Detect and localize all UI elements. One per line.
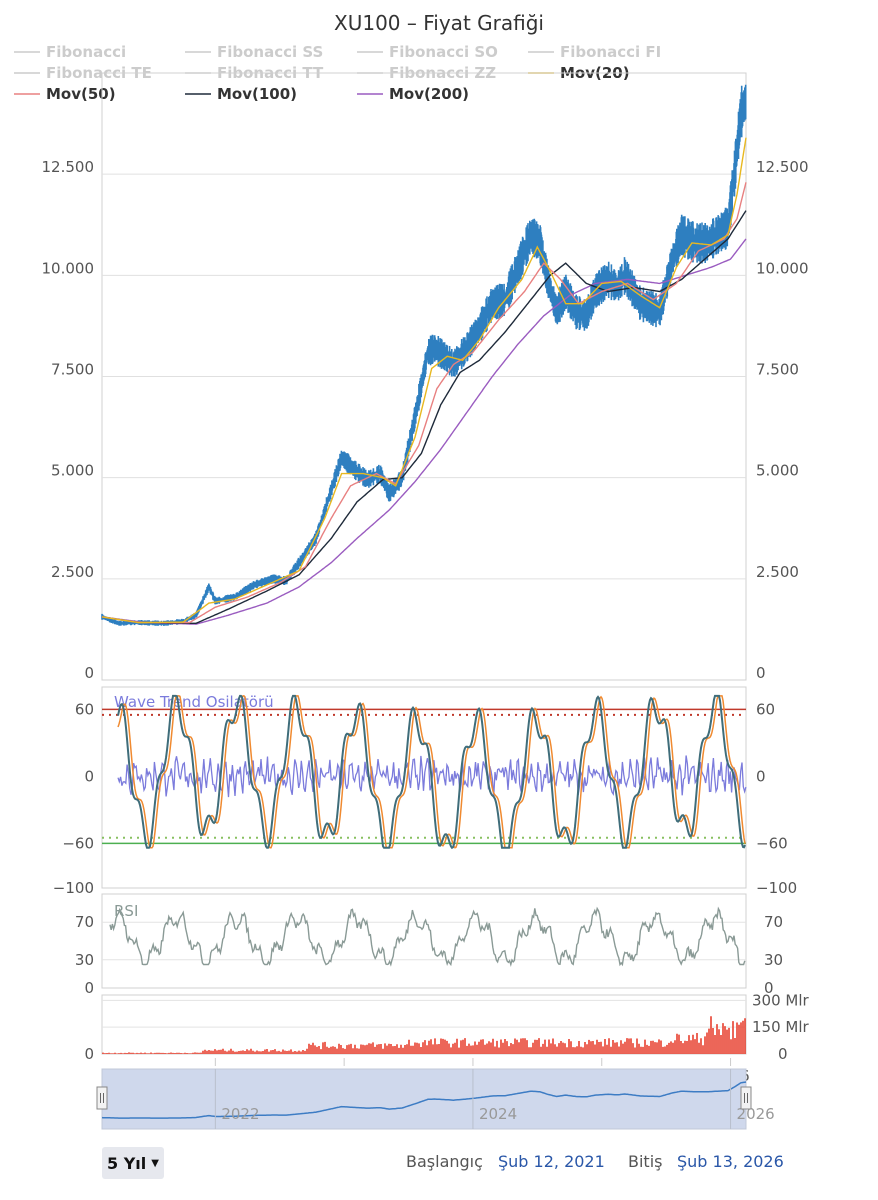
legend-item-5: Fibonacci TE [46,64,152,82]
price-ytick-left: 5.000 [51,462,94,480]
navigator-label-2024: 2024 [479,1105,517,1123]
navigator-label-2022: 2022 [221,1105,259,1123]
mov50-line [101,182,747,624]
start-date-input[interactable]: Şub 12, 2021 [498,1152,605,1171]
legend-item-10: Mov(100) [217,85,297,103]
price-ytick-right: 7.500 [756,361,799,379]
volume-ytick-right: 0 [778,1045,788,1063]
wave-trend-ytick-right: 0 [756,767,766,785]
navigator-handle-right[interactable] [740,1086,752,1110]
legend-item-11: Mov(200) [389,85,469,103]
navigator-handle-left[interactable] [96,1086,108,1110]
mov20-line [101,137,747,624]
price-ytick-left: 2.500 [51,563,94,581]
caret-down-icon: ▼ [151,1157,159,1169]
volume-panel: 0 0 150 Mlr 300 Mlr [84,991,809,1063]
mov100-line [101,210,747,624]
wave-trend-ytick-right: −100 [756,879,797,897]
wave-trend-ytick-left: −60 [62,834,94,852]
end-date-input[interactable]: Şub 13, 2026 [677,1152,784,1171]
price-ytick-right: 2.500 [756,563,799,581]
wave-trend-ytick-right: −60 [756,834,788,852]
legend-item-2: Fibonacci SS [217,43,323,61]
price-ytick-right: 5.000 [756,462,799,480]
mov200-line [101,238,747,625]
price-ytick-left: 7.500 [51,361,94,379]
volume-bars [102,1016,746,1054]
wave-trend-ytick-right: 60 [756,700,775,718]
wave-trend-label: Wave Trend Osilatörü [114,693,274,711]
price-ytick-right: 10.000 [756,259,809,277]
range-selector-label: 5 Yıl [107,1153,147,1173]
price-ytick-right: 12.500 [756,158,809,176]
legend-item-4: Fibonacci FI [560,43,661,61]
rsi-label: RSI [114,902,138,920]
wave-trend-line [117,694,746,850]
rsi-ytick-left: 30 [75,951,94,969]
volume-frame [101,994,747,1055]
legend-item-1: Fibonacci [46,43,126,61]
wave-trend-signal-line [117,695,746,849]
price-ytick-right: 0 [756,664,766,682]
end-label: Bitiş [628,1152,663,1171]
rsi-ytick-left: 0 [84,979,94,997]
wave-trend-ytick-left: −100 [53,879,94,897]
price-panel: 0 0 2.500 2.500 5.000 5.000 7.500 7.500 10.000 10… [42,72,809,682]
price-ytick-left: 12.500 [42,158,95,176]
rsi-frame [101,893,747,989]
wave-trend-panel: Wave Trend Osilatörü 60 60 0 0 −60 −60 −100 −100 [53,686,797,897]
wave-trend-ytick-left: 0 [84,767,94,785]
rsi-ytick-left: 70 [75,913,94,931]
price-ytick-left: 0 [84,664,94,682]
start-label: Başlangıç [406,1152,483,1171]
rsi-ytick-right: 0 [764,979,774,997]
rsi-panel: RSI 70 70 30 30 0 0 [75,893,783,997]
rsi-ytick-right: 30 [764,951,783,969]
rsi-ytick-right: 70 [764,913,783,931]
rsi-line [109,906,746,967]
navigator-series [101,1081,747,1119]
chart-title: XU100 – Fiyat Grafiği [334,11,544,35]
legend-item-9: Mov(50) [46,85,116,103]
volume-ytick-left: 0 [84,1045,94,1063]
navigator-selection [101,1068,747,1130]
range-selector-button[interactable]: 5 Yıl ▼ [102,1147,164,1179]
volume-ytick-right: 300 Mlr [752,991,810,1009]
price-candles [101,84,747,626]
legend: Fibonacci Fibonacci SS Fibonacci SO Fibonac… [14,43,661,103]
price-ytick-left: 10.000 [42,259,95,277]
volume-ytick-right: 150 Mlr [752,1018,810,1036]
wave-trend-ytick-left: 60 [75,700,94,718]
navigator[interactable]: 2022 2024 2026 [96,1068,775,1130]
legend-item-3: Fibonacci SO [389,43,498,61]
